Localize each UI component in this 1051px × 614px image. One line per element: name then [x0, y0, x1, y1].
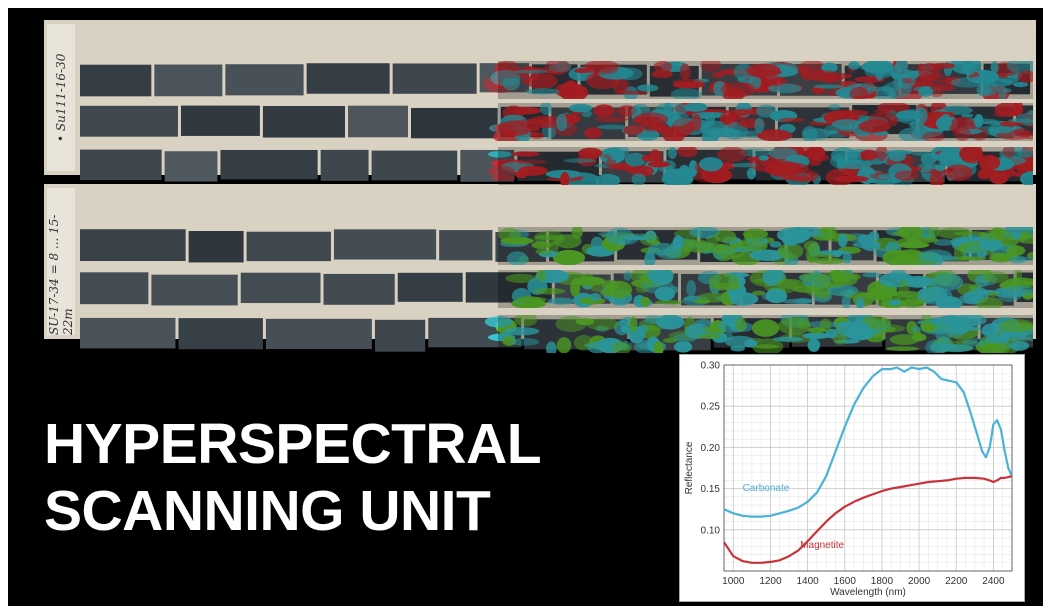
title-line-2: SCANNING UNIT: [44, 479, 491, 543]
core-sample-row: [78, 227, 1033, 265]
core-sample-row: [78, 103, 1033, 141]
y-tick-label: 0.15: [701, 484, 721, 495]
core-sample-image: [80, 147, 1033, 185]
x-tick-label: 1400: [796, 576, 819, 587]
magnetite-series-line: [723, 475, 1013, 564]
y-tick-label: 0.25: [701, 402, 721, 413]
reflectance-chart-svg: 1000 1200 1400 1600 1800 2000 2200 2400 0.10 0.15…: [684, 361, 1014, 598]
y-tick-label: 0.30: [701, 361, 721, 372]
core-sample-row: [78, 61, 1033, 99]
core-sample-image: [80, 61, 1033, 99]
core-sample-row: [78, 270, 1033, 308]
core-sample-image: [80, 270, 1033, 308]
y-tick-label: 0.10: [701, 525, 721, 536]
plot-frame: [723, 364, 1013, 572]
magnetite-series-label: Magnetite: [800, 540, 844, 551]
title-line-1: HYPERSPECTRAL: [44, 412, 542, 476]
carbonate-series-label: Carbonate: [743, 483, 790, 494]
x-tick-label: 1800: [871, 576, 894, 587]
x-axis-label: Wavelength (nm): [830, 587, 906, 598]
reflectance-chart: 1000 1200 1400 1600 1800 2000 2200 2400 0.10 0.15…: [679, 354, 1025, 602]
carbonate-series-line: [723, 366, 1014, 518]
banner-background: • Su111-16-30 SU-17-34 = 8 ... 15-22m HY…: [8, 8, 1043, 606]
x-tick-label: 2000: [908, 576, 931, 587]
y-axis-label: Reflectance: [684, 441, 695, 494]
x-tick-label: 2200: [945, 576, 968, 587]
x-tick-label: 1600: [834, 576, 857, 587]
x-tick-label: 2400: [982, 576, 1005, 587]
core-sample-image: [80, 315, 1033, 353]
tray-2-label: SU-17-34 = 8 ... 15-22m: [47, 188, 75, 335]
tray-1-label: • Su111-16-30: [47, 24, 75, 171]
core-sample-row: [78, 315, 1033, 353]
core-sample-image: [80, 103, 1033, 141]
core-sample-row: [78, 147, 1033, 185]
core-sample-image: [80, 227, 1033, 265]
x-tick-label: 1200: [759, 576, 782, 587]
x-tick-label: 1000: [722, 576, 745, 587]
page-title: HYPERSPECTRAL SCANNING UNIT: [44, 411, 542, 545]
y-tick-label: 0.20: [701, 443, 721, 454]
